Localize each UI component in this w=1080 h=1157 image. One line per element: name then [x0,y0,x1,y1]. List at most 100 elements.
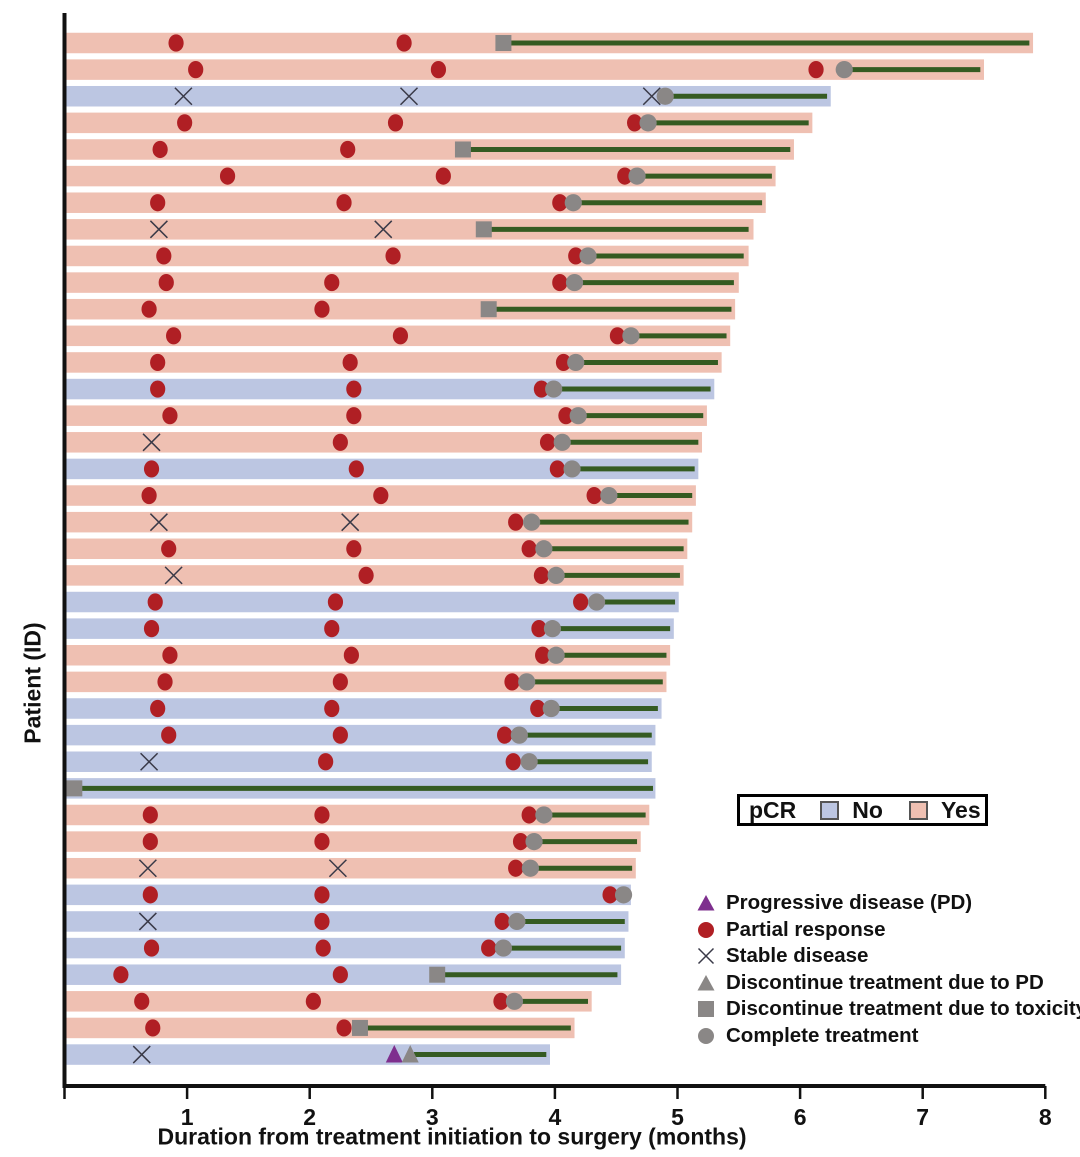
marker-complete-treatment [525,833,543,851]
marker-partial-response [512,833,529,851]
x-tick-label: 2 [303,1104,316,1130]
marker-complete-treatment [569,407,587,425]
y-axis-title: Patient (ID) [19,622,46,744]
marker-partial-response [535,646,551,664]
marker-partial-response [162,407,178,425]
x-tick-label: 7 [916,1104,929,1130]
marker-partial-response [332,966,348,984]
pcr-legend: pCR No Yes [737,794,988,826]
marker-partial-response [808,61,824,79]
marker-stable-disease [142,433,161,452]
marker-complete-treatment [505,992,524,1010]
x-tick-label: 1 [181,1104,194,1130]
marker-partial-response [332,673,348,691]
marker-partial-response [305,992,321,1010]
marker-partial-response [493,992,509,1010]
marker-complete-treatment [628,167,646,185]
marker-stable-disease [374,220,393,239]
marker-partial-response [558,407,574,425]
legend-label: Progressive disease (PD) [726,891,973,915]
marker-complete-treatment [639,114,657,132]
marker-partial-response [552,194,568,212]
marker-partial-response [145,1019,161,1037]
marker-partial-response [152,140,168,159]
marker-partial-response [504,673,520,691]
marker-complete-treatment [542,699,560,718]
marker-partial-response [332,726,348,744]
marker-partial-response [332,433,348,451]
marker-partial-response [166,327,182,345]
marker-stable-disease [149,513,168,532]
pcr-yes-label: Yes [940,796,981,823]
x-tick-label: 3 [426,1104,439,1130]
progressive-disease-icon [694,893,718,913]
marker-complete-treatment [564,194,582,212]
marker-partial-response [533,380,550,398]
marker-discontinue-toxicity [475,221,492,238]
marker-partial-response [143,620,160,638]
marker-partial-response [147,593,163,611]
partial-response-icon [694,920,718,940]
marker-discontinue-toxicity [351,1019,368,1036]
marker-partial-response [348,460,364,478]
marker-partial-response [539,433,556,451]
marker-partial-response [387,114,404,132]
marker-stable-disease [642,87,661,106]
marker-stable-disease [140,752,159,771]
swimmer-bar [65,405,707,426]
marker-partial-response [150,699,166,718]
marker-complete-treatment [835,61,853,79]
marker-partial-response [385,247,401,265]
pcr-yes-swatch [908,800,928,820]
legend-label: Discontinue treatment due to PD [726,970,1044,994]
swimmer-bar [65,857,636,879]
marker-complete-treatment [553,433,571,451]
legend-item-complete-treatment: Complete treatment [694,1023,1080,1050]
swimmer-bar [65,219,754,240]
marker-partial-response [521,540,537,558]
marker-partial-response [505,753,521,771]
marker-partial-response [143,939,160,957]
x-tick-label: 4 [549,1104,562,1130]
marker-partial-response [340,140,356,159]
marker-partial-response [346,407,362,425]
marker-partial-response [142,806,158,824]
marker-complete-treatment [545,380,563,398]
marker-partial-response [141,300,157,318]
marker-legend: Progressive disease (PD) Partial respons… [694,890,1080,1049]
swimmer-bar [65,458,699,480]
marker-stable-disease [164,566,183,585]
marker-partial-response [324,273,340,292]
marker-partial-response [392,327,409,345]
marker-partial-response [157,673,173,691]
marker-partial-response [617,167,633,185]
swimmer-bar [65,751,652,772]
marker-complete-treatment [510,726,528,744]
marker-partial-response [315,939,331,957]
marker-stable-disease [328,859,347,878]
marker-complete-treatment [614,886,633,904]
marker-complete-treatment [587,593,606,611]
marker-partial-response [521,806,537,824]
swimmer-bar [65,298,736,320]
marker-partial-response [531,620,547,638]
swimmer-bar [65,911,629,932]
marker-partial-response [336,194,352,212]
marker-partial-response [481,939,497,957]
marker-partial-response [314,912,330,931]
marker-partial-response [508,513,524,531]
marker-progressive-disease [385,1045,403,1063]
marker-partial-response [177,114,193,132]
legend-item-partial-response: Partial response [694,917,1080,944]
swimmer-bar [65,192,766,213]
marker-stable-disease [138,912,157,931]
swimmer-bar [65,698,662,719]
marker-discontinue-toxicity [429,966,446,983]
marker-partial-response [150,353,166,372]
marker-discontinue-pd [401,1045,419,1063]
marker-discontinue-toxicity [495,35,512,51]
marker-partial-response [573,593,589,611]
marker-partial-response [358,566,374,585]
legend-item-discontinue-pd: Discontinue treatment due to PD [694,970,1080,997]
